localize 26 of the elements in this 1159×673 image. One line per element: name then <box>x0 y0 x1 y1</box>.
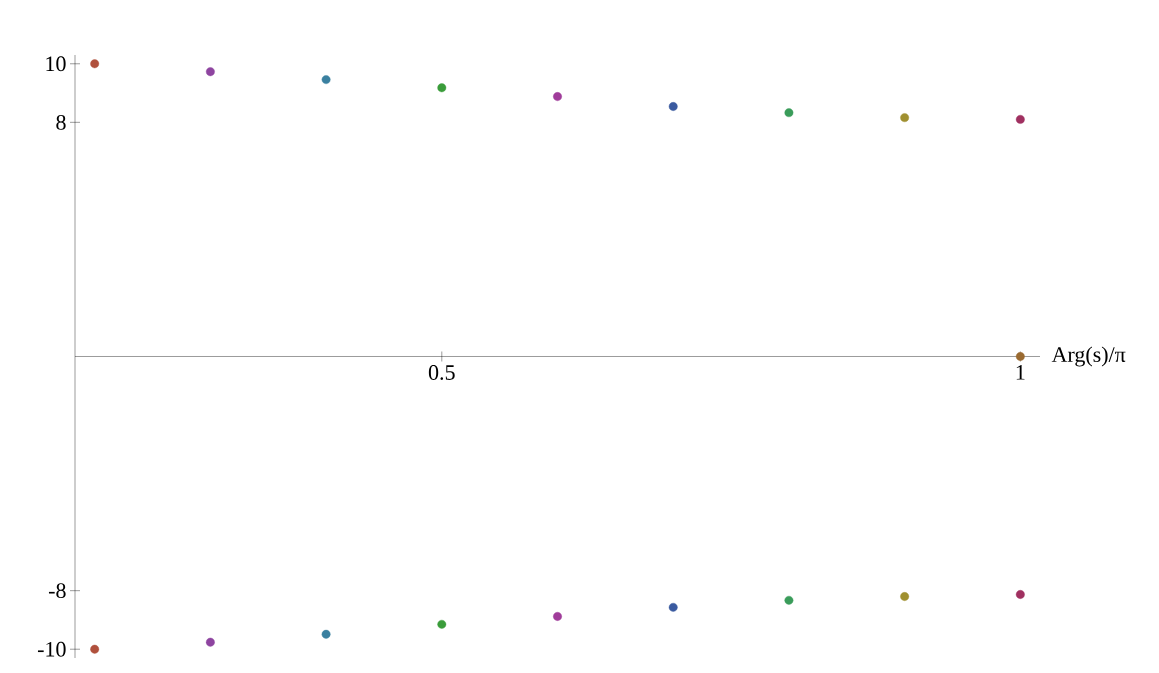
point <box>437 619 447 629</box>
point <box>205 67 215 77</box>
point <box>90 59 100 69</box>
x-axis-title: Arg(s)/π <box>1051 346 1126 367</box>
point <box>784 108 794 118</box>
x-tick-label: 0.5 <box>428 365 455 380</box>
point <box>437 83 447 93</box>
point <box>553 92 562 101</box>
point <box>668 602 678 612</box>
point <box>90 644 100 654</box>
point <box>784 595 794 605</box>
y-tick-label: -10 <box>37 641 66 657</box>
y-tick-label: 10 <box>46 56 66 72</box>
point <box>668 102 678 111</box>
point <box>1015 590 1025 599</box>
point <box>1015 115 1025 124</box>
point <box>553 612 562 621</box>
point <box>1015 352 1025 361</box>
point <box>900 113 910 123</box>
x-tick-label: 1 <box>1016 365 1025 380</box>
y-tick-label: 8 <box>56 114 66 130</box>
point <box>321 75 331 84</box>
point <box>321 629 331 639</box>
y-tick-label: -8 <box>48 583 66 599</box>
point <box>900 592 910 601</box>
point <box>205 637 215 647</box>
